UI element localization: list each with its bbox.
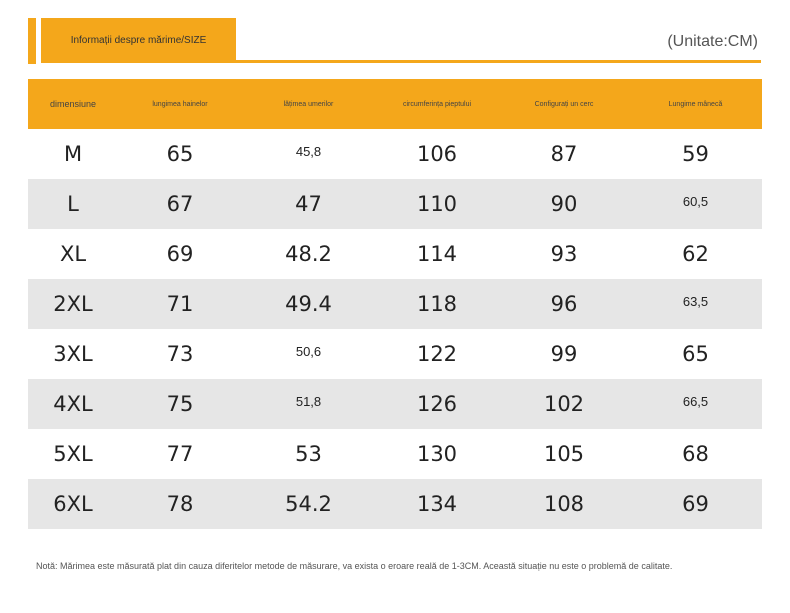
- table-cell: 69: [682, 492, 709, 516]
- table-cell: 126: [416, 392, 458, 416]
- table-row: L 67 47 110 90 60,5: [28, 179, 762, 229]
- table-cell: 108: [543, 492, 585, 516]
- table-cell: 87: [550, 142, 578, 166]
- table-cell: 93: [550, 242, 578, 266]
- table-cell: 62: [682, 242, 709, 266]
- table-cell: 68: [682, 442, 709, 466]
- column-header: circumferința pieptului: [402, 100, 472, 108]
- table-cell: 4XL: [53, 392, 93, 416]
- table-row: XL 69 48.2 114 93 62: [28, 229, 762, 279]
- table-cell: 65: [166, 142, 194, 166]
- table-row: 4XL 75 51,8 126 102 66,5: [28, 379, 762, 429]
- table-cell: 77: [166, 442, 194, 466]
- table-cell: 90: [550, 192, 578, 216]
- table-cell: 96: [550, 292, 578, 316]
- column-header: lungimea hainelor: [152, 100, 208, 108]
- table-cell: 118: [416, 292, 458, 316]
- table-cell: 73: [166, 342, 194, 366]
- table-cell: 106: [416, 142, 458, 166]
- table-cell: 134: [416, 492, 458, 516]
- table-cell: 60,5: [682, 193, 709, 209]
- table-cell: 2XL: [53, 292, 93, 316]
- table-cell: 54.2: [285, 492, 332, 516]
- header-accent-bar: [28, 18, 36, 64]
- table-cell: 63,5: [682, 293, 709, 309]
- table-cell: 51,8: [295, 393, 322, 409]
- table-cell: 50,6: [295, 343, 322, 359]
- table-row: 2XL 71 49.4 118 96 63,5: [28, 279, 762, 329]
- table-row: 3XL 73 50,6 122 99 65: [28, 329, 762, 379]
- table-cell: 102: [543, 392, 585, 416]
- table-cell: 65: [682, 342, 709, 366]
- table-cell: 53: [295, 442, 322, 466]
- table-cell: 66,5: [682, 393, 709, 409]
- table-row: 5XL 77 53 130 105 68: [28, 429, 762, 479]
- table-cell: 71: [166, 292, 194, 316]
- table-cell: 99: [550, 342, 578, 366]
- table-cell: 59: [682, 142, 709, 166]
- table-cell: 105: [543, 442, 585, 466]
- table-cell: 48.2: [285, 242, 332, 266]
- table-cell: 6XL: [53, 492, 93, 516]
- measurement-note: Notă: Mărimea este măsurată plat din cau…: [36, 561, 673, 571]
- table-cell: 69: [166, 242, 194, 266]
- column-header: dimensiune: [49, 99, 97, 109]
- table-cell: 114: [416, 242, 458, 266]
- table-cell: 45,8: [295, 143, 322, 159]
- size-info-title-text: Informații despre mărime/SIZE: [70, 34, 207, 46]
- table-cell: 67: [166, 192, 194, 216]
- table-cell: 47: [295, 192, 322, 216]
- column-header: Configurați un cerc: [534, 100, 594, 108]
- size-info-title: Informații despre mărime/SIZE: [41, 18, 236, 62]
- table-cell: 5XL: [53, 442, 93, 466]
- table-cell: 110: [416, 192, 458, 216]
- table-cell: 130: [416, 442, 458, 466]
- table-cell: L: [67, 192, 79, 216]
- table-header: dimensiune lungimea hainelor lățimea ume…: [28, 79, 762, 129]
- table-row: 6XL 78 54.2 134 108 69: [28, 479, 762, 529]
- column-header: lățimea umerilor: [283, 100, 334, 108]
- table-cell: 49.4: [285, 292, 332, 316]
- column-header: Lungime mânecă: [668, 100, 723, 108]
- table-cell: 78: [166, 492, 194, 516]
- unit-label: (Unitate:CM): [667, 33, 758, 50]
- table-row: M 65 45,8 106 87 59: [28, 129, 762, 179]
- size-table: dimensiune lungimea hainelor lățimea ume…: [28, 79, 762, 529]
- table-cell: M: [63, 142, 83, 166]
- header-underline: [41, 60, 761, 63]
- table-cell: XL: [59, 242, 87, 266]
- table-cell: 122: [416, 342, 458, 366]
- table-cell: 75: [166, 392, 194, 416]
- table-cell: 3XL: [53, 342, 93, 366]
